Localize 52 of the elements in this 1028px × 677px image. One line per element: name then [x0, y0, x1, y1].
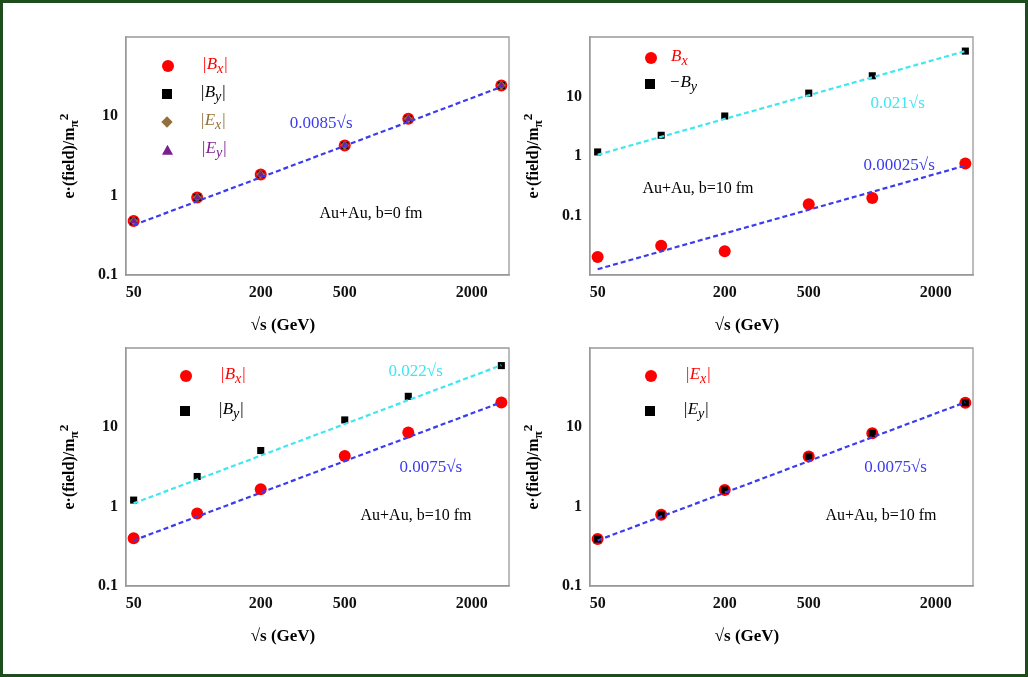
- y-tick-label: 1: [574, 496, 582, 514]
- x-axis-title: √s (GeV): [714, 315, 780, 335]
- legend-label: |E$_{x}$|: [685, 364, 712, 388]
- annotation: Au+Au, b=10 fm: [642, 179, 754, 197]
- y-tick-label: 1: [574, 146, 582, 164]
- x-tick-label: 500: [332, 282, 357, 300]
- x-tick-label: 200: [248, 282, 273, 300]
- y-tick-label: 10: [102, 417, 118, 435]
- y-tick-label: 1: [110, 496, 118, 514]
- x-tick-label: 2000: [919, 282, 952, 300]
- annotation: Au+Au, b=10 fm: [825, 506, 937, 524]
- y-tick-label: 10: [566, 86, 582, 104]
- y-tick-label: 10: [566, 417, 582, 435]
- x-axis-title: √s (GeV): [714, 626, 780, 646]
- series-label: 0.021√s: [870, 92, 925, 112]
- x-tick-label: 500: [796, 282, 821, 300]
- legend-label: −B$_{y}$: [669, 72, 698, 96]
- x-tick-label: 2000: [455, 593, 488, 611]
- legend-label: |E$_{y}$|: [683, 399, 710, 423]
- x-tick-label: 50: [125, 282, 142, 300]
- legend-label: |B$_{y}$|: [200, 82, 227, 106]
- x-tick-label: 50: [589, 593, 606, 611]
- y-tick-label: 1: [110, 185, 118, 203]
- x-tick-label: 50: [125, 593, 142, 611]
- legend-label: B$_{x}$: [671, 46, 688, 70]
- x-tick-label: 200: [248, 593, 273, 611]
- y-tick-label: 10: [102, 106, 118, 124]
- y-tick-label: 0.1: [98, 265, 118, 283]
- series-label: 0.0075√s: [399, 457, 463, 477]
- x-tick-label: 2000: [455, 282, 488, 300]
- legend-label: |B$_{y}$|: [218, 399, 245, 423]
- x-tick-label: 50: [589, 282, 606, 300]
- series-label: 0.0085√s: [289, 113, 353, 133]
- x-axis-title: √s (GeV): [250, 626, 316, 646]
- x-tick-label: 2000: [919, 593, 952, 611]
- y-tick-label: 0.1: [98, 576, 118, 594]
- x-tick-label: 200: [712, 593, 737, 611]
- x-axis-title: √s (GeV): [250, 315, 316, 335]
- y-tick-label: 0.1: [562, 576, 582, 594]
- legend-label: |B$_{x}$|: [202, 54, 229, 78]
- series-label: 0.022√s: [388, 360, 443, 380]
- annotation: Au+Au, b=10 fm: [360, 506, 472, 524]
- annotation: Au+Au, b=0 fm: [319, 204, 423, 222]
- legend-label: |E$_{x}$|: [200, 110, 227, 134]
- legend-label: |E$_{y}$|: [201, 138, 228, 162]
- x-tick-label: 500: [332, 593, 357, 611]
- series-label: 0.00025√s: [863, 154, 935, 174]
- series-label: 0.0075√s: [864, 456, 927, 476]
- x-tick-label: 200: [712, 282, 737, 300]
- x-tick-label: 500: [796, 593, 821, 611]
- y-tick-label: 0.1: [562, 205, 582, 223]
- legend-label: |B$_{x}$|: [220, 364, 247, 388]
